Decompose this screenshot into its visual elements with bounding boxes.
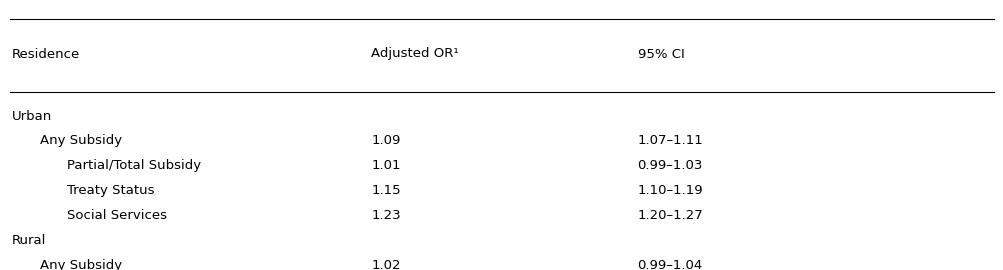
Text: 1.01: 1.01 [371,159,400,172]
Text: 1.20–1.27: 1.20–1.27 [637,209,702,222]
Text: 0.99–1.03: 0.99–1.03 [637,159,702,172]
Text: 1.09: 1.09 [371,134,400,147]
Text: Social Services: Social Services [67,209,168,222]
Text: Any Subsidy: Any Subsidy [40,259,122,270]
Text: 95% CI: 95% CI [637,48,684,60]
Text: Partial/Total Subsidy: Partial/Total Subsidy [67,159,202,172]
Text: 0.99–1.04: 0.99–1.04 [637,259,702,270]
Text: Urban: Urban [12,110,52,123]
Text: 1.10–1.19: 1.10–1.19 [637,184,702,197]
Text: 1.02: 1.02 [371,259,400,270]
Text: Adjusted OR¹: Adjusted OR¹ [371,48,458,60]
Text: 1.15: 1.15 [371,184,401,197]
Text: Treaty Status: Treaty Status [67,184,154,197]
Text: Residence: Residence [12,48,80,60]
Text: Any Subsidy: Any Subsidy [40,134,122,147]
Text: 1.07–1.11: 1.07–1.11 [637,134,702,147]
Text: 1.23: 1.23 [371,209,401,222]
Text: Rural: Rural [12,234,46,247]
